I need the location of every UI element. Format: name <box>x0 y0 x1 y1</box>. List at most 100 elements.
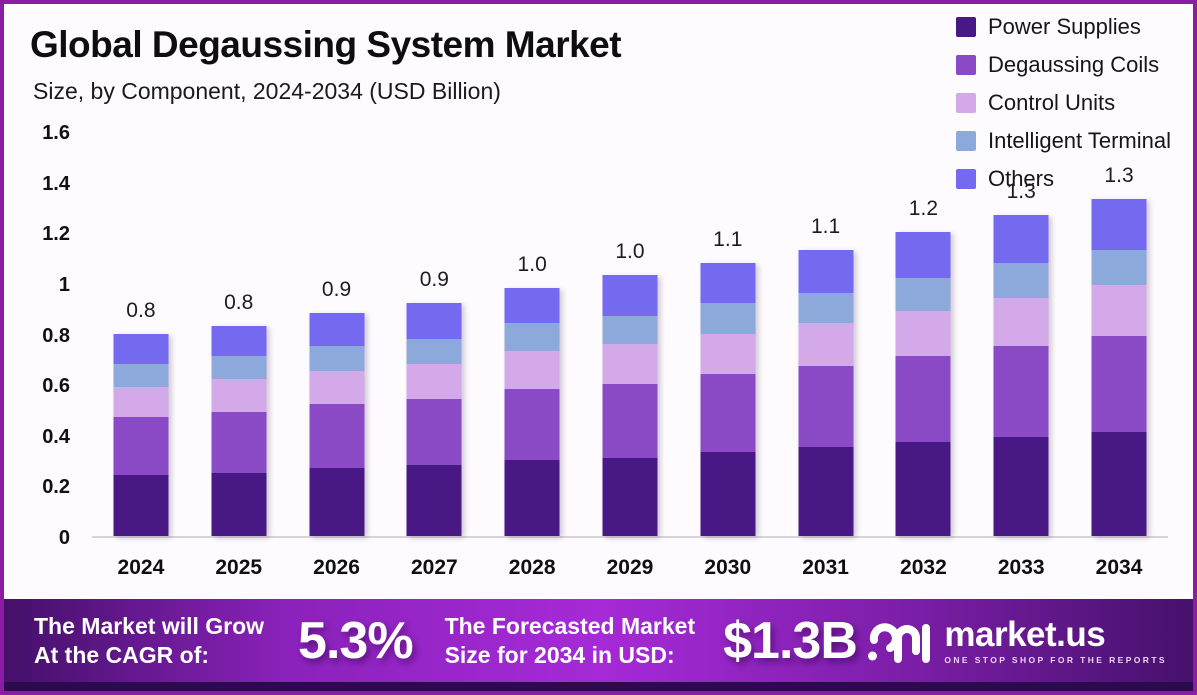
bar-segment-power-supplies <box>895 442 951 536</box>
y-tick-label: 1.4 <box>42 172 70 195</box>
x-tick-label: 2025 <box>215 556 263 579</box>
bar-segment-power-supplies <box>993 437 1049 536</box>
bar-2028 <box>504 287 560 536</box>
x-tick-label: 2029 <box>606 556 654 579</box>
legend-item: Intelligent Terminal <box>955 128 1171 154</box>
page-title: Global Degaussing System Market <box>30 24 622 65</box>
bar-2030 <box>700 262 756 536</box>
bar-segment-degaussing-coils <box>1091 336 1147 433</box>
bar-segment-others <box>993 214 1049 263</box>
bar-segment-power-supplies <box>798 447 854 536</box>
bar-segment-others <box>602 275 658 316</box>
bar-segment-intelligent-terminal <box>993 262 1049 299</box>
bar-segment-power-supplies <box>700 452 756 536</box>
legend-swatch <box>955 55 976 75</box>
legend-item: Degaussing Coils <box>955 52 1171 78</box>
marketus-logo: market.us ONE STOP SHOP FOR THE REPORTS <box>867 617 1167 665</box>
bar-2031 <box>798 249 854 536</box>
bar-slot: 0.8 <box>190 133 288 536</box>
bar-segment-others <box>1091 199 1147 250</box>
y-axis: 0 0.2 0.4 0.6 0.8 1 1.2 1.4 1.6 <box>4 122 70 549</box>
bar-segment-others <box>504 287 560 324</box>
cagr-caption-line1: The Market will Grow <box>34 612 265 639</box>
bar-segment-others <box>309 313 365 347</box>
page-subtitle: Size, by Component, 2024-2034 (USD Billi… <box>33 78 501 104</box>
bar-total-label: 0.8 <box>126 298 156 322</box>
x-tick-label: 2032 <box>900 556 947 579</box>
x-tick-label: 2024 <box>117 556 165 579</box>
forecast-value: $1.3B <box>723 611 858 670</box>
x-tick-label: 2034 <box>1095 556 1143 579</box>
bar-total-label: 0.8 <box>224 290 254 314</box>
x-tick-label: 2031 <box>802 556 849 579</box>
bar-segment-others <box>895 232 951 278</box>
legend-label: Degaussing Coils <box>987 52 1160 77</box>
bar-segment-power-supplies <box>1091 432 1147 536</box>
y-tick-label: 0 <box>58 527 70 549</box>
bar-segment-others <box>406 303 462 339</box>
bar-segment-intelligent-terminal <box>113 363 169 387</box>
bar-segment-intelligent-terminal <box>602 315 658 344</box>
bar-segment-others <box>211 325 267 357</box>
bar-segment-power-supplies <box>504 460 560 536</box>
bar-2027 <box>406 303 462 536</box>
y-tick-label: 0.4 <box>42 425 70 448</box>
bar-segment-intelligent-terminal <box>309 346 365 372</box>
cagr-caption-line2: At the CAGR of: <box>34 641 210 668</box>
bar-segment-others <box>113 333 169 364</box>
bar-total-label: 1.0 <box>615 240 645 264</box>
bar-total-label: 0.9 <box>419 268 449 292</box>
bar-segment-degaussing-coils <box>602 384 658 458</box>
bar-segment-control-units <box>798 323 854 367</box>
bar-2025 <box>211 325 267 536</box>
legend-item: Others <box>955 166 1171 192</box>
bar-segment-control-units <box>700 333 756 374</box>
bar-segment-power-supplies <box>602 457 658 536</box>
bar-segment-intelligent-terminal <box>798 293 854 324</box>
legend-swatch <box>955 131 976 151</box>
x-tick-label: 2026 <box>313 556 360 579</box>
bar-segment-power-supplies <box>309 467 365 536</box>
bar-segment-degaussing-coils <box>113 417 169 476</box>
bar-slot: 1.3 <box>1070 133 1168 536</box>
bar-segment-control-units <box>309 371 365 405</box>
bar-total-label: 1.0 <box>517 252 547 276</box>
legend-item: Control Units <box>955 90 1171 116</box>
legend-swatch <box>955 93 976 113</box>
bar-segment-degaussing-coils <box>406 399 462 466</box>
legend-label: Control Units <box>987 90 1116 115</box>
bar-2032 <box>895 232 951 536</box>
bar-segment-power-supplies <box>211 472 267 536</box>
bar-slot: 1.1 <box>679 133 777 536</box>
bar-total-label: 1.1 <box>713 227 743 251</box>
bar-segment-control-units <box>211 379 267 412</box>
bar-segment-intelligent-terminal <box>211 356 267 380</box>
bar-total-label: 1.1 <box>810 214 841 238</box>
bar-total-label: 0.9 <box>321 278 352 302</box>
bar-segment-degaussing-coils <box>504 389 560 461</box>
bar-total-label: 1.3 <box>1104 164 1134 188</box>
legend-swatch <box>955 169 976 189</box>
y-tick-label: 0.2 <box>42 476 70 499</box>
y-tick-label: 1 <box>58 273 70 296</box>
bar-segment-control-units <box>113 386 169 418</box>
bar-slot: 1.0 <box>581 133 679 536</box>
bar-segment-power-supplies <box>406 465 462 536</box>
bar-segment-intelligent-terminal <box>406 338 462 364</box>
bar-segment-control-units <box>504 351 560 390</box>
bar-segment-degaussing-coils <box>309 404 365 468</box>
bar-segment-power-supplies <box>113 475 169 536</box>
bar-segment-control-units <box>1091 285 1147 337</box>
bar-2026 <box>309 313 365 536</box>
legend-item: Power Supplies <box>955 14 1171 40</box>
bar-segment-intelligent-terminal <box>700 303 756 334</box>
bar-2033 <box>993 214 1049 536</box>
y-tick-label: 1.2 <box>42 223 70 246</box>
bar-slot: 0.9 <box>288 133 386 536</box>
banner-bottom-strip <box>4 682 1193 691</box>
x-tick-label: 2027 <box>410 556 458 579</box>
bar-segment-control-units <box>993 298 1049 347</box>
bar-segment-control-units <box>895 310 951 357</box>
forecast-caption-line1: The Forecasted Market <box>444 612 696 639</box>
